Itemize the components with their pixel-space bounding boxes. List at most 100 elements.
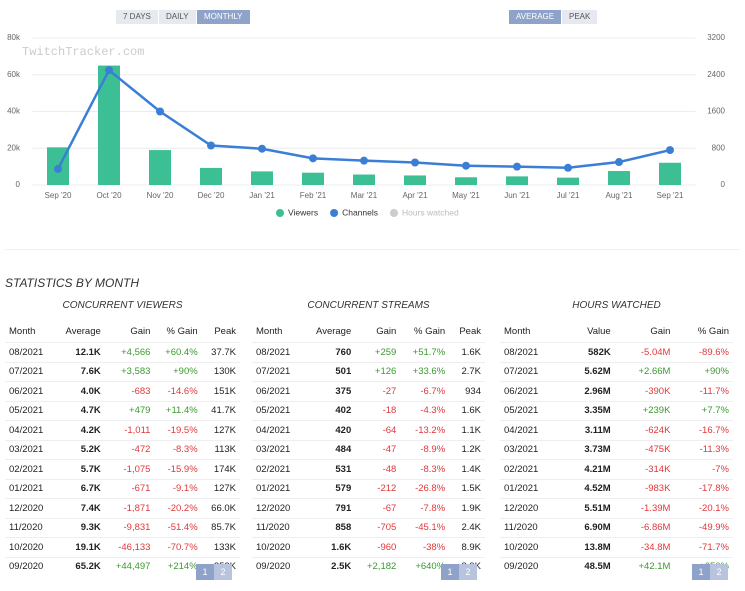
legend-label: Viewers xyxy=(288,207,318,217)
cell: 375 xyxy=(303,381,356,401)
cell: -18 xyxy=(355,400,401,421)
cell: 12/2020 xyxy=(252,498,304,518)
cell: 09/2020 xyxy=(252,556,304,576)
cell: -16.7% xyxy=(674,420,733,440)
cell: -475K xyxy=(614,439,675,460)
cell: 03/2021 xyxy=(500,439,564,460)
cell: -212 xyxy=(355,478,401,499)
point xyxy=(615,158,623,167)
cell: 12/2020 xyxy=(500,498,564,518)
range-button[interactable]: DAILY xyxy=(159,10,196,24)
cell: -314K xyxy=(614,459,675,479)
cell: +2,182 xyxy=(355,556,401,576)
page-button[interactable]: 1 xyxy=(692,564,710,580)
legend-label: Channels xyxy=(342,207,378,217)
stats-table: CONCURRENT STREAMS Month Average Gain % Gain… xyxy=(252,300,485,580)
cell: 791 xyxy=(303,498,356,518)
bar xyxy=(506,176,528,185)
row: 02/2021 4.21M -314K -7% xyxy=(500,459,733,479)
cell: -7.8% xyxy=(400,498,450,518)
cell: -64 xyxy=(355,420,401,440)
table-title: CONCURRENT VIEWERS xyxy=(62,300,183,311)
cell: -49.9% xyxy=(674,517,733,538)
range-button[interactable]: MONTHLY xyxy=(197,10,250,24)
cell: 7.6K xyxy=(54,361,105,382)
cell: 01/2021 xyxy=(5,478,55,499)
point xyxy=(666,146,674,155)
cell: 11/2020 xyxy=(252,517,304,538)
x-tick-label: Apr '21 xyxy=(402,191,428,200)
cell: -7% xyxy=(674,459,733,479)
header-cell: Gain xyxy=(130,325,151,337)
cell: -390K xyxy=(614,381,675,401)
page-button[interactable]: 2 xyxy=(710,564,728,580)
y2-tick-label: 800 xyxy=(712,143,726,152)
header-cell: Peak xyxy=(459,325,481,337)
cell: 37.7K xyxy=(201,342,240,362)
cell: -11.7% xyxy=(674,381,733,401)
cell: 6.7K xyxy=(54,478,105,499)
header-row: Month Average Gain % Gain Peak xyxy=(5,320,240,343)
cell: -5.04M xyxy=(614,342,675,362)
mode-button[interactable]: PEAK xyxy=(562,10,598,24)
cell: 7.4K xyxy=(54,498,105,518)
cell: 65.2K xyxy=(54,556,105,576)
cell: 484 xyxy=(303,439,356,460)
bar xyxy=(455,177,477,185)
page-button[interactable]: 1 xyxy=(441,564,459,580)
cell: 05/2021 xyxy=(5,400,55,421)
cell: 02/2021 xyxy=(252,459,304,479)
x-tick-label: Sep '20 xyxy=(45,191,72,200)
cell: -15.9% xyxy=(154,459,202,479)
row: 08/2021 582K -5.04M -89.6% xyxy=(500,342,733,362)
cell: -8.9% xyxy=(400,439,450,460)
cell: 03/2021 xyxy=(5,439,55,460)
page-button[interactable]: 2 xyxy=(459,564,477,580)
header-cell: Month xyxy=(9,325,36,337)
cell: -13.2% xyxy=(400,420,450,440)
cell: 420 xyxy=(303,420,356,440)
range-button[interactable]: 7 DAYS xyxy=(116,10,158,24)
row: 05/2021 4.7K +479 +11.4% 41.7K xyxy=(5,400,240,421)
row: 04/2021 420 -64 -13.2% 1.1K xyxy=(252,420,485,440)
bar xyxy=(200,167,222,185)
cell: 4.21M xyxy=(563,459,615,479)
cell: -46,133 xyxy=(104,537,155,557)
cell: 3.73M xyxy=(563,439,615,460)
x-tick-label: Mar '21 xyxy=(351,191,378,200)
bar xyxy=(251,171,273,185)
mode-button[interactable]: AVERAGE xyxy=(509,10,562,24)
cell: -51.4% xyxy=(154,517,202,538)
cell: 12/2020 xyxy=(5,498,55,518)
cell: 1.9K xyxy=(449,498,485,518)
row: 12/2020 7.4K -1,871 -20.2% 66.0K xyxy=(5,498,240,518)
header-cell: Average xyxy=(316,325,352,337)
cell: -67 xyxy=(355,498,401,518)
table: Month Average Gain% Gain Peak 08/2021 12.1K +4… xyxy=(5,320,240,576)
page-button[interactable]: 2 xyxy=(214,564,232,580)
cell: 6.90M xyxy=(563,517,615,538)
cell: -48 xyxy=(355,459,401,479)
cell: -34.8M xyxy=(614,537,675,557)
point xyxy=(360,156,368,165)
row: 02/2021 5.7K -1,075 -15.9% 174K xyxy=(5,459,240,479)
cell: -8.3% xyxy=(154,439,202,460)
cell: 151K xyxy=(201,381,240,401)
cell: -14.6% xyxy=(154,381,202,401)
legend-item: Channels xyxy=(330,207,378,217)
cell: 04/2021 xyxy=(5,420,55,440)
cell: -1,871 xyxy=(104,498,155,518)
cell: 4.52M xyxy=(563,478,615,499)
x-tick-label: Sep '21 xyxy=(657,191,684,200)
y2-tick-label: 3200 xyxy=(707,33,725,42)
cell: -26.8% xyxy=(400,478,450,499)
row: 02/2021 531 -48 -8.3% 1.4K xyxy=(252,459,485,479)
cell: -683 xyxy=(104,381,155,401)
cell: -9,831 xyxy=(104,517,155,538)
x-tick-label: Nov '20 xyxy=(147,191,174,200)
cell: 579 xyxy=(303,478,356,499)
stats-table: HOURS WATCHED Month Value Gain % Gain 08/2021… xyxy=(500,300,733,580)
page-button[interactable]: 1 xyxy=(196,564,214,580)
y-tick-label: 80k xyxy=(7,33,21,42)
